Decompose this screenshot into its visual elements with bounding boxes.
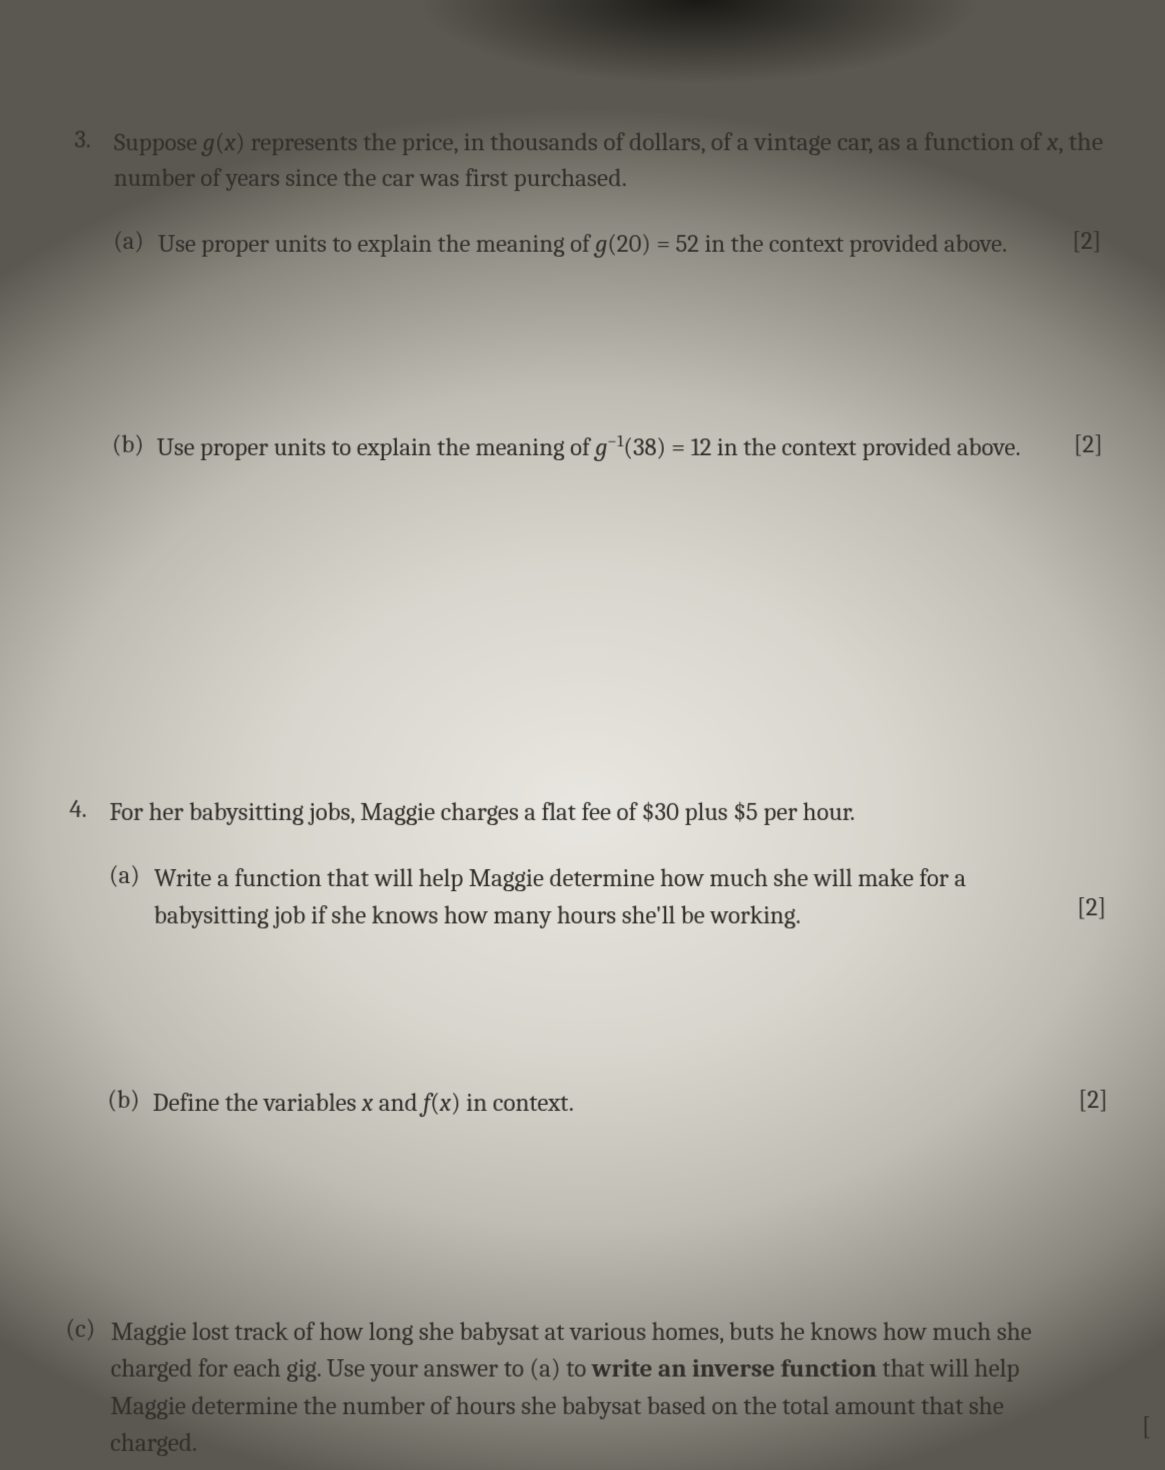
problem-4: 4. For her babysitting jobs, Maggie char… (65, 795, 1111, 1462)
marks-badge: [2] (1078, 1085, 1108, 1114)
part-label: (c) (65, 1314, 111, 1343)
problem-3-stem: 3. Suppose g(x) represents the price, in… (74, 126, 1101, 197)
problem-3-part-a: (a) Use proper units to explain the mean… (113, 227, 1101, 263)
answer-space (70, 496, 1105, 715)
problem-number: 4. (69, 795, 109, 824)
problem-4-part-b: (b) Define the variables x and f(x) in c… (107, 1085, 1108, 1122)
part-text: Use proper units to explain the meaning … (157, 430, 1103, 466)
problem-4-stem-text: For her babysitting jobs, Maggie charges… (109, 795, 855, 831)
part-text: Define the variables x and f(x) in conte… (153, 1085, 1108, 1122)
part-text: Write a function that will help Maggie d… (154, 861, 1107, 934)
part-text: Maggie lost track of how long she babysa… (110, 1314, 1110, 1462)
problem-3-stem-text: Suppose g(x) represents the price, in th… (114, 125, 1130, 198)
problem-number: 3. (74, 126, 114, 154)
answer-space (67, 964, 1107, 1085)
problem-4-stem: 4. For her babysitting jobs, Maggie char… (69, 795, 1105, 831)
worksheet-page: 3. Suppose g(x) represents the price, in… (0, 8, 1165, 1470)
part-label: (b) (107, 1085, 152, 1114)
problem-3-part-b: (b) Use proper units to explain the mean… (112, 430, 1103, 466)
answer-space (66, 1152, 1110, 1314)
problem-4-part-a: (a) Write a function that will help Magg… (109, 861, 1107, 934)
marks-badge-cut: [ (1142, 1412, 1151, 1442)
marks-badge: [2] (1074, 430, 1103, 459)
marks-badge: [2] (1077, 894, 1107, 923)
marks-badge: [2] (1072, 227, 1101, 256)
part-text: Use proper units to explain the meaning … (158, 227, 1101, 263)
part-label: (b) (112, 430, 157, 459)
part-label: (a) (113, 227, 158, 256)
answer-space (72, 292, 1102, 430)
problem-3: 3. Suppose g(x) represents the price, in… (70, 126, 1105, 715)
problem-4-part-c: (c) Maggie lost track of how long she ba… (65, 1314, 1111, 1462)
part-label: (a) (109, 861, 154, 890)
